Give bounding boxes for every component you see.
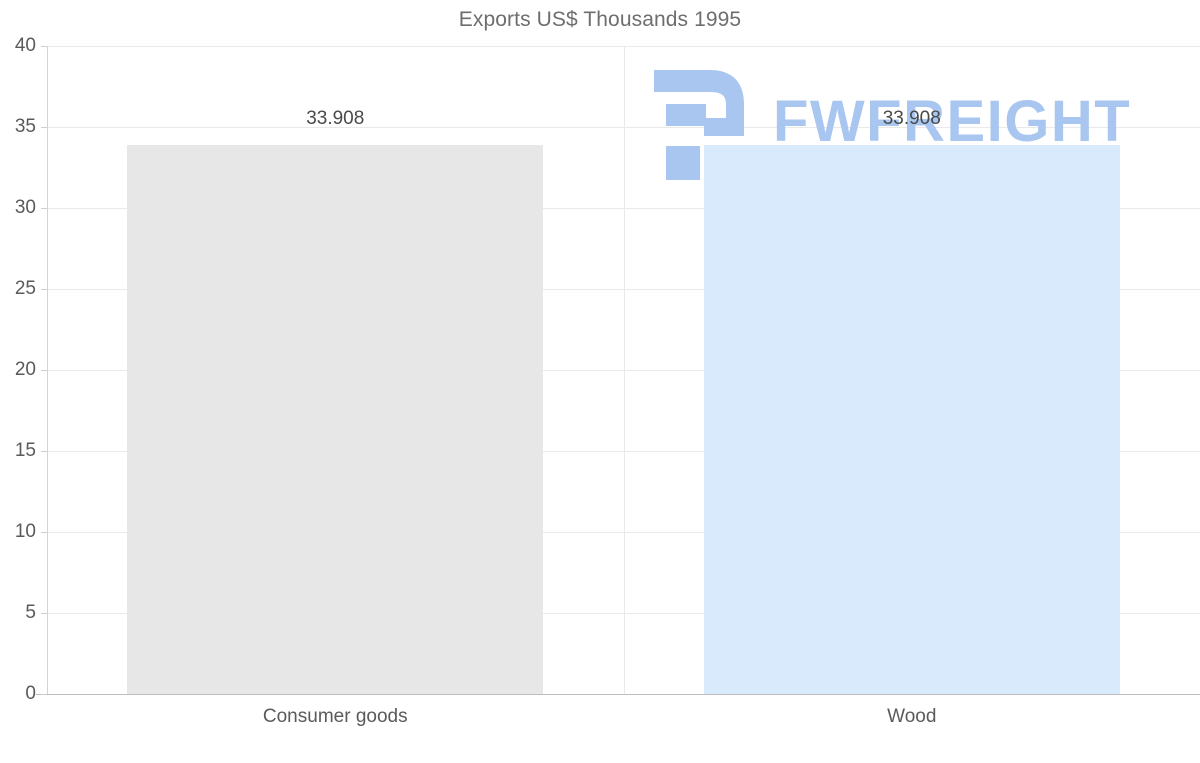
y-axis-tick-mark: [41, 370, 47, 371]
gridline-horizontal: [47, 451, 1200, 452]
y-axis-tick-label: 10: [14, 521, 36, 542]
bar[interactable]: [703, 144, 1120, 694]
y-axis-tick-label: 25: [14, 278, 36, 299]
y-axis-tick-label: 40: [14, 35, 36, 56]
gridline-horizontal: [47, 613, 1200, 614]
gridline-horizontal: [47, 289, 1200, 290]
y-axis-tick-label: 30: [14, 197, 36, 218]
y-axis-line: [47, 46, 48, 694]
bar-value-label: 33.908: [306, 107, 365, 129]
gridline-vertical: [624, 46, 625, 694]
gridline-horizontal: [47, 370, 1200, 371]
y-axis-tick-mark: [41, 613, 47, 614]
x-axis-category-label: Wood: [887, 706, 937, 727]
plot-area: [47, 46, 1200, 695]
y-axis-tick-mark: [41, 532, 47, 533]
y-axis-tick-label: 0: [25, 683, 36, 704]
y-axis-tick-mark: [41, 127, 47, 128]
x-axis-line: [36, 694, 1200, 695]
chart-title: Exports US$ Thousands 1995: [458, 8, 742, 31]
y-axis-tick-mark: [41, 46, 47, 47]
y-axis-tick-label: 35: [14, 116, 36, 137]
y-axis-tick-mark: [41, 451, 47, 452]
bar-value-label: 33.908: [882, 107, 941, 129]
y-axis-tick-label: 20: [14, 359, 36, 380]
y-axis-tick-label: 5: [25, 602, 36, 623]
y-axis-tick-mark: [41, 694, 47, 695]
gridline-horizontal: [47, 46, 1200, 47]
x-axis-category-label: Consumer goods: [262, 706, 408, 727]
y-axis-tick-mark: [41, 289, 47, 290]
gridline-horizontal: [47, 532, 1200, 533]
bar[interactable]: [127, 144, 544, 694]
gridline-horizontal: [47, 208, 1200, 209]
y-axis-tick-label: 15: [14, 440, 36, 461]
gridline-horizontal: [47, 127, 1200, 128]
y-axis-tick-mark: [41, 208, 47, 209]
